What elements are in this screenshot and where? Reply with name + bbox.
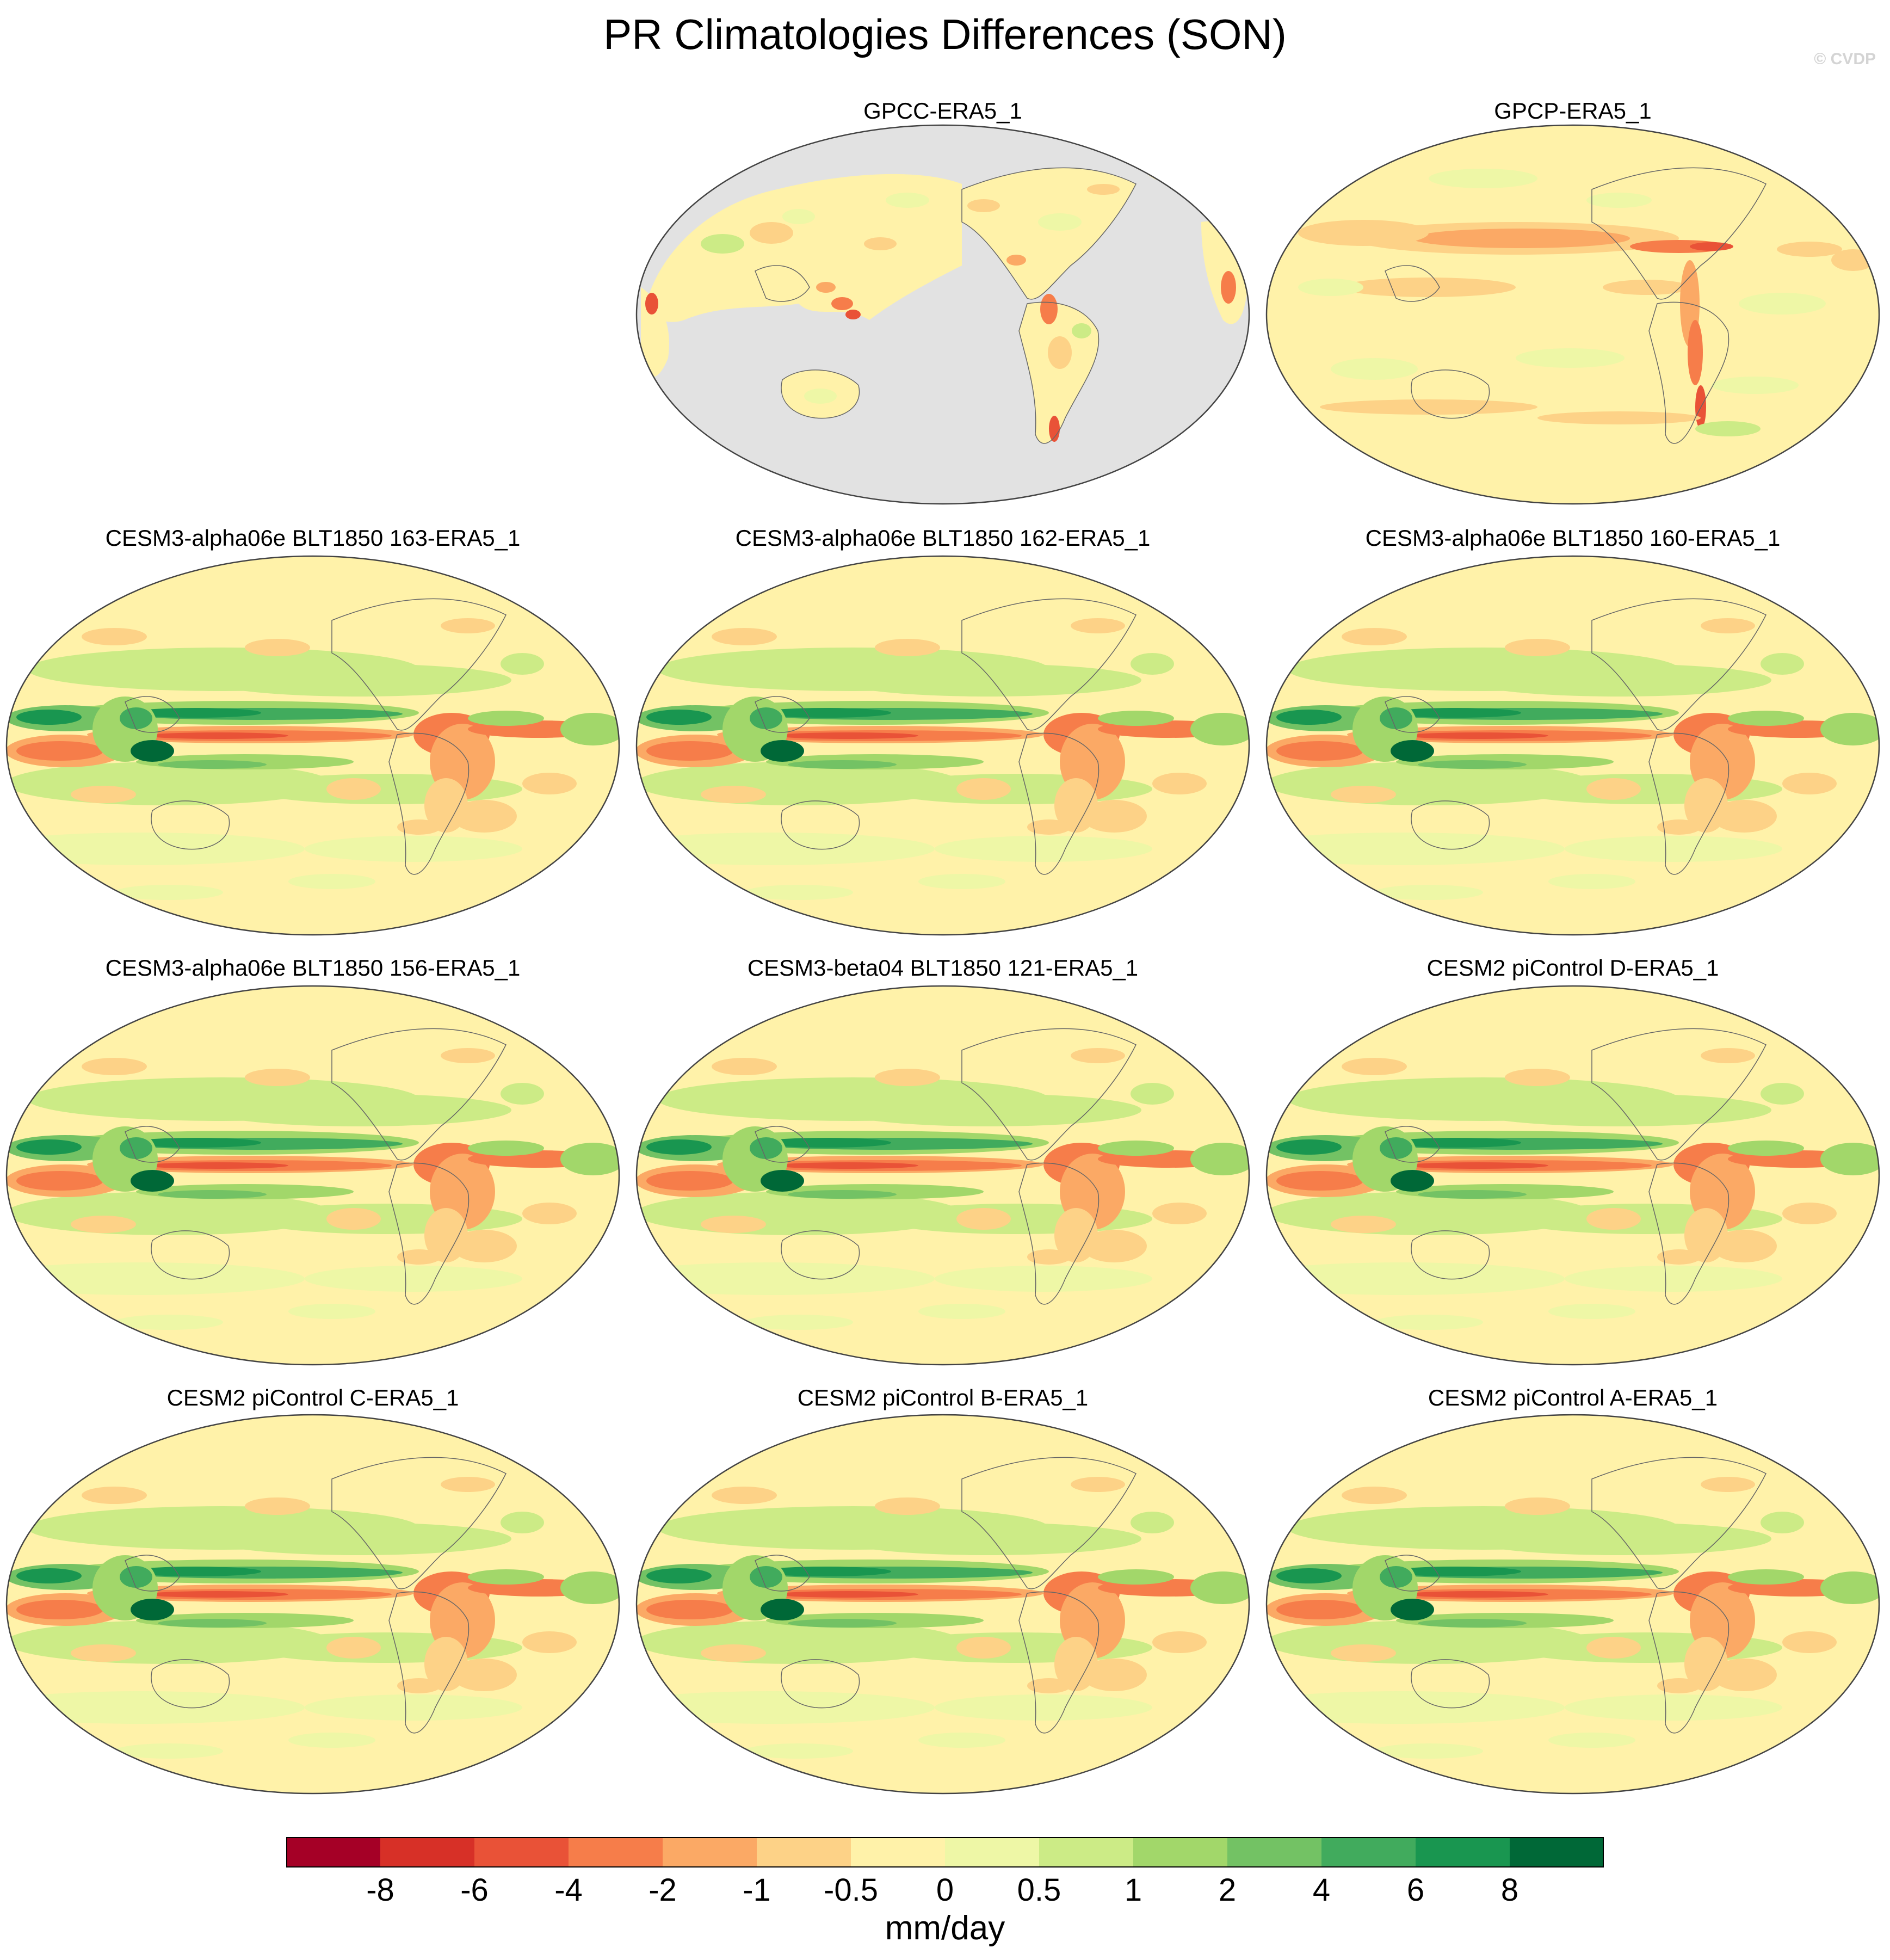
- colorbar-segment: [757, 1837, 851, 1867]
- panel-title: CESM3-alpha06e BLT1850 163-ERA5_1: [105, 525, 521, 551]
- colorbar-tick-label: -8: [366, 1872, 394, 1908]
- colorbar-segment: [1133, 1837, 1228, 1867]
- panel-title: CESM2 piControl D-ERA5_1: [1426, 955, 1719, 981]
- map-panel: [1265, 985, 1880, 1366]
- panel-title: CESM3-alpha06e BLT1850 156-ERA5_1: [105, 955, 521, 981]
- panel-title: CESM2 piControl C-ERA5_1: [166, 1385, 459, 1410]
- colorbar-tick-label: -6: [460, 1872, 489, 1908]
- colorbar-segment: [380, 1837, 475, 1867]
- colorbar-tick-label: -2: [648, 1872, 677, 1908]
- colorbar-segment: [286, 1837, 381, 1867]
- watermark: © CVDP: [1814, 50, 1876, 68]
- colorbar-segment: [945, 1837, 1040, 1867]
- map-panel: [635, 985, 1250, 1366]
- map-panel: [1265, 1414, 1880, 1795]
- panel-title: GPCP-ERA5_1: [1494, 98, 1652, 124]
- colorbar-tick-label: -4: [554, 1872, 583, 1908]
- panel-title: CESM2 piControl A-ERA5_1: [1428, 1385, 1718, 1410]
- map-panel: [635, 124, 1250, 505]
- colorbar-tick-label: 8: [1500, 1872, 1519, 1908]
- panel-title: CESM3-alpha06e BLT1850 162-ERA5_1: [735, 525, 1151, 551]
- map-panel: [5, 1414, 620, 1795]
- colorbar-segment: [1416, 1837, 1510, 1867]
- colorbar-tick-label: -1: [743, 1872, 771, 1908]
- colorbar-segment: [663, 1837, 757, 1867]
- panel-title: GPCC-ERA5_1: [863, 98, 1022, 124]
- colorbar-segment: [851, 1837, 946, 1867]
- map-panel: [635, 1414, 1250, 1795]
- colorbar-tick-label: -0.5: [824, 1872, 878, 1908]
- figure-title: PR Climatologies Differences (SON): [603, 10, 1287, 58]
- colorbar-tick-label: 0.5: [1017, 1872, 1061, 1908]
- colorbar-segment: [1227, 1837, 1322, 1867]
- map-panel: [635, 555, 1250, 936]
- colorbar-segment: [1039, 1837, 1134, 1867]
- colorbar-segment: [1510, 1837, 1604, 1867]
- colorbar-segment: [1321, 1837, 1416, 1867]
- panel-title: CESM3-alpha06e BLT1850 160-ERA5_1: [1365, 525, 1781, 551]
- map-panel: [1265, 124, 1880, 505]
- colorbar-tick-label: 2: [1218, 1872, 1237, 1908]
- panel-title: CESM2 piControl B-ERA5_1: [797, 1385, 1089, 1410]
- colorbar-tick-label: 0: [936, 1872, 954, 1908]
- map-panel: [5, 985, 620, 1366]
- colorbar-units: mm/day: [885, 1909, 1005, 1947]
- panel-title: CESM3-beta04 BLT1850 121-ERA5_1: [747, 955, 1139, 981]
- colorbar-tick-label: 4: [1312, 1872, 1331, 1908]
- colorbar: [286, 1837, 1604, 1867]
- colorbar-tick-label: 6: [1406, 1872, 1425, 1908]
- colorbar-segment: [569, 1837, 663, 1867]
- colorbar-tick-label: 1: [1124, 1872, 1142, 1908]
- map-panel: [1265, 555, 1880, 936]
- map-panel: [5, 555, 620, 936]
- colorbar-segment: [474, 1837, 569, 1867]
